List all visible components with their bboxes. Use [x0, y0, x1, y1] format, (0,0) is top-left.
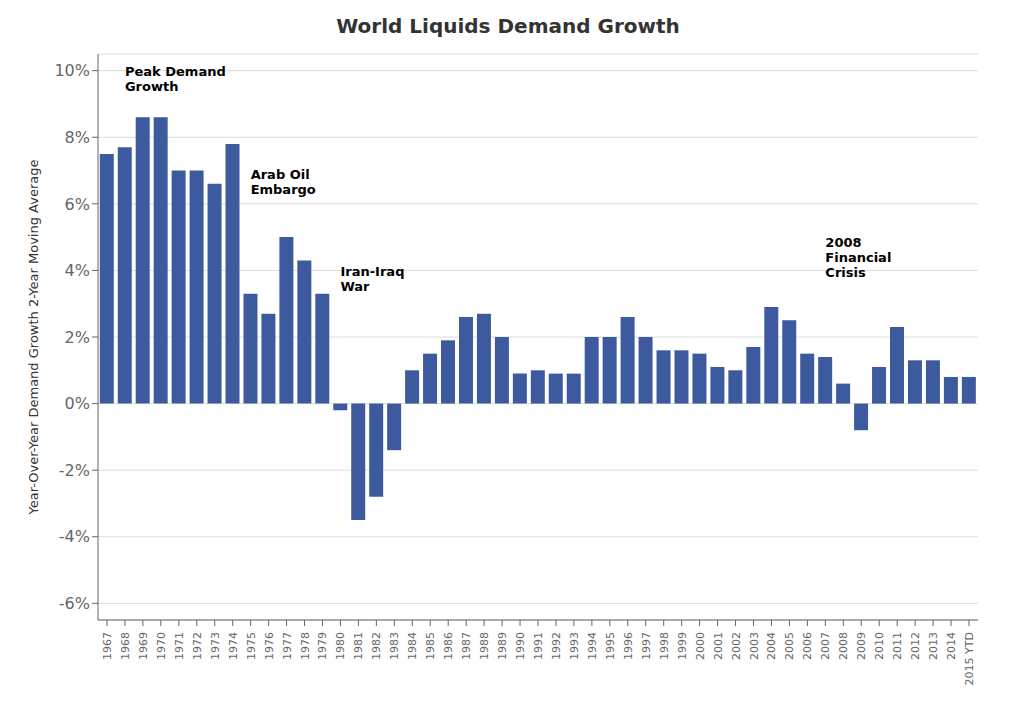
- svg-text:2009: 2009: [855, 632, 868, 660]
- svg-text:1985: 1985: [424, 632, 437, 660]
- svg-text:1999: 1999: [676, 632, 689, 660]
- svg-text:1978: 1978: [299, 632, 312, 660]
- svg-text:2%: 2%: [65, 328, 90, 347]
- svg-text:2002: 2002: [730, 632, 743, 660]
- svg-text:2010: 2010: [873, 632, 886, 660]
- svg-text:1967: 1967: [101, 632, 114, 660]
- svg-text:1981: 1981: [352, 632, 365, 660]
- svg-text:4%: 4%: [65, 261, 90, 280]
- svg-text:1968: 1968: [119, 632, 132, 660]
- svg-text:2015 YTD: 2015 YTD: [963, 632, 976, 685]
- svg-text:1993: 1993: [568, 632, 581, 660]
- svg-text:Arab OilEmbargo: Arab OilEmbargo: [251, 167, 316, 197]
- svg-text:1987: 1987: [460, 632, 473, 660]
- svg-text:8%: 8%: [65, 128, 90, 147]
- svg-text:Peak DemandGrowth: Peak DemandGrowth: [125, 64, 226, 94]
- svg-text:2013: 2013: [927, 632, 940, 660]
- svg-text:2005: 2005: [783, 632, 796, 660]
- svg-text:2001: 2001: [712, 632, 725, 660]
- svg-text:1990: 1990: [514, 632, 527, 660]
- svg-text:1998: 1998: [658, 632, 671, 660]
- svg-text:1994: 1994: [586, 632, 599, 660]
- svg-text:2008FinancialCrisis: 2008FinancialCrisis: [825, 235, 891, 280]
- html-text:World Liquids Demand Growth: World Liquids Demand Growth: [336, 14, 680, 38]
- svg-text:1977: 1977: [281, 632, 294, 660]
- svg-text:1971: 1971: [173, 632, 186, 660]
- svg-text:1975: 1975: [245, 632, 258, 660]
- svg-text:1995: 1995: [604, 632, 617, 660]
- svg-text:1982: 1982: [370, 632, 383, 660]
- svg-text:1983: 1983: [388, 632, 401, 660]
- svg-text:-6%: -6%: [59, 594, 90, 613]
- svg-text:1979: 1979: [316, 632, 329, 660]
- svg-text:2007: 2007: [819, 632, 832, 660]
- svg-text:1976: 1976: [263, 632, 276, 660]
- svg-text:1989: 1989: [496, 632, 509, 660]
- svg-text:2011: 2011: [891, 632, 904, 660]
- svg-text:1992: 1992: [550, 632, 563, 660]
- svg-text:1974: 1974: [227, 632, 240, 660]
- svg-text:Year-Over-Year Demand Growth 2: Year-Over-Year Demand Growth 2-Year Movi…: [26, 160, 41, 516]
- svg-text:1969: 1969: [137, 632, 150, 660]
- svg-text:-2%: -2%: [59, 461, 90, 480]
- svg-text:1973: 1973: [209, 632, 222, 660]
- svg-text:1986: 1986: [442, 632, 455, 660]
- svg-text:Iran-IraqWar: Iran-IraqWar: [340, 264, 404, 294]
- svg-text:2014: 2014: [945, 632, 958, 660]
- svg-text:-4%: -4%: [59, 527, 90, 546]
- svg-text:1991: 1991: [532, 632, 545, 660]
- svg-text:1972: 1972: [191, 632, 204, 660]
- svg-text:1997: 1997: [640, 632, 653, 660]
- svg-text:2003: 2003: [748, 632, 761, 660]
- svg-text:2012: 2012: [909, 632, 922, 660]
- svg-text:1980: 1980: [334, 632, 347, 660]
- svg-text:2000: 2000: [694, 632, 707, 660]
- svg-text:2008: 2008: [837, 632, 850, 660]
- svg-text:2006: 2006: [801, 632, 814, 660]
- svg-text:10%: 10%: [54, 61, 90, 80]
- svg-text:1988: 1988: [478, 632, 491, 660]
- svg-text:6%: 6%: [65, 195, 90, 214]
- svg-text:0%: 0%: [65, 394, 90, 413]
- svg-text:1996: 1996: [622, 632, 635, 660]
- svg-text:1984: 1984: [406, 632, 419, 660]
- svg-text:1970: 1970: [155, 632, 168, 660]
- svg-text:2004: 2004: [765, 632, 778, 660]
